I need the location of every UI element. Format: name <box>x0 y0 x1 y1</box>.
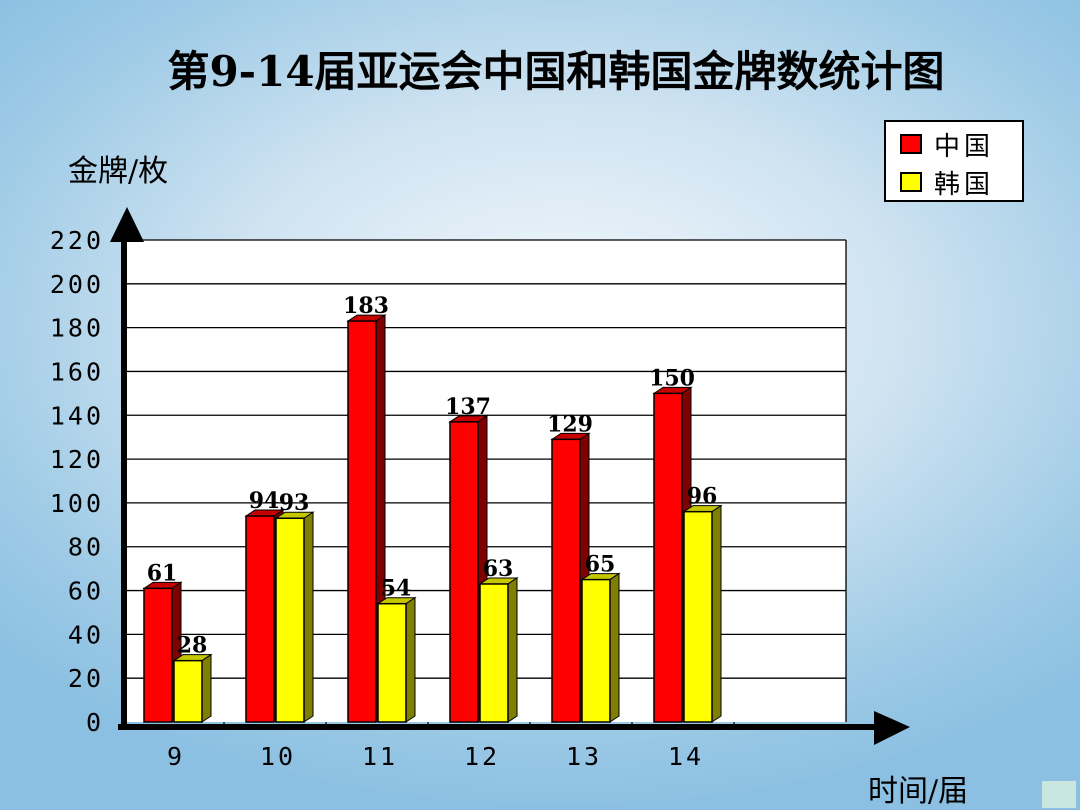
data-label: 93 <box>279 490 310 516</box>
y-tick-label: 0 <box>86 708 104 737</box>
x-axis-arrow <box>874 711 910 745</box>
bar-china-13 <box>551 438 581 723</box>
bar-korea-13 <box>581 578 611 723</box>
y-axis-label: 金牌/枚 <box>68 154 169 189</box>
legend-label-korea: 韩国 <box>934 169 995 200</box>
bar-china-12 <box>449 421 479 723</box>
legend-swatch-china <box>900 134 922 154</box>
y-tick-label: 100 <box>50 489 104 518</box>
data-label: 28 <box>177 633 208 659</box>
y-tick-label: 80 <box>68 533 104 562</box>
bar-side <box>303 511 314 723</box>
y-tick-label: 120 <box>50 445 104 474</box>
bar-china-11 <box>347 320 377 723</box>
x-tick-label: 9 <box>167 742 185 771</box>
data-label: 54 <box>381 576 412 602</box>
x-axis-label: 时间/届 <box>868 774 969 809</box>
bar-korea-11 <box>377 602 407 723</box>
legend-item-korea: 韩国 <box>900 166 995 200</box>
bar-side <box>711 504 722 723</box>
data-label: 96 <box>687 484 718 510</box>
bar-korea-14 <box>683 510 713 723</box>
data-label: 129 <box>547 411 593 437</box>
bar-side <box>201 653 212 723</box>
bar-korea-10 <box>275 517 305 723</box>
bar-side <box>609 572 620 723</box>
y-tick-label: 40 <box>68 620 104 649</box>
y-tick-label: 60 <box>68 577 104 606</box>
y-tick-label: 180 <box>50 314 104 343</box>
legend-label-china: 中国 <box>934 131 995 162</box>
x-tick-label: 10 <box>260 742 296 771</box>
data-label: 63 <box>483 556 514 582</box>
y-tick-label: 20 <box>68 664 104 693</box>
bar-side <box>507 577 518 723</box>
bar-china-9 <box>143 587 173 723</box>
y-tick-label: 200 <box>50 270 104 299</box>
data-label: 94 <box>249 488 280 514</box>
corner-decoration <box>1042 781 1076 808</box>
data-label: 61 <box>147 560 178 586</box>
y-tick-label: 220 <box>50 226 104 255</box>
bar-side <box>405 596 416 723</box>
x-tick-label: 13 <box>566 742 602 771</box>
y-tick-label: 140 <box>50 401 104 430</box>
data-label: 183 <box>343 293 389 319</box>
data-label: 137 <box>445 394 491 420</box>
y-axis-arrow <box>110 207 144 242</box>
data-label: 150 <box>649 365 695 391</box>
legend-swatch-korea <box>900 172 922 192</box>
x-tick-label: 14 <box>668 742 704 771</box>
bar-korea-12 <box>479 583 509 723</box>
x-tick-label: 12 <box>464 742 500 771</box>
chart-title: 第9-14届亚运会中国和韩国金牌数统计图 <box>167 47 945 96</box>
bar-china-10 <box>245 515 275 723</box>
data-label: 65 <box>585 552 616 578</box>
bar-korea-9 <box>173 659 203 723</box>
x-tick-label: 11 <box>362 742 398 771</box>
legend: 中国 韩国 <box>884 120 1024 202</box>
bar-china-14 <box>653 392 683 723</box>
legend-item-china: 中国 <box>900 128 995 162</box>
y-tick-label: 160 <box>50 357 104 386</box>
